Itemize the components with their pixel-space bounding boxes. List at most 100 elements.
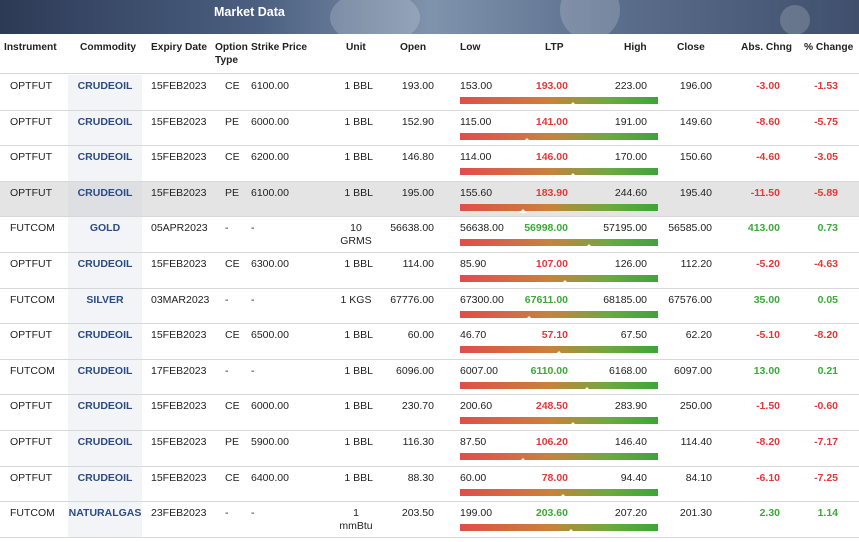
ltp-marker-icon [568,102,577,106]
cell-abs-change: 13.00 [753,364,780,377]
header-pct-change[interactable]: % Change [804,42,854,53]
cell-pct-change: -3.05 [814,151,838,164]
table-row[interactable]: OPTFUT CRUDEOIL 15FEB2023 CE 6200.00 1 BBL 146… [0,146,859,182]
cell-low: 153.00 [460,80,493,92]
header-expiry-date[interactable]: Expiry Date [151,42,208,53]
cell-ltp: 78.00 [541,471,568,484]
cell-option-type: - [225,507,229,520]
header-strike-price[interactable]: Strike Price [251,42,308,53]
header-low[interactable]: Low [460,42,481,53]
commodity-cell-bg [68,324,142,359]
cell-pct-change: 0.05 [817,293,838,306]
cell-close: 84.10 [685,471,712,484]
table-row[interactable]: FUTCOM GOLD 05APR2023 - - 10 GRMS 56638.00 5663… [0,217,859,253]
cell-low: 114.00 [460,151,492,164]
cell-ltp: 106.20 [535,435,568,448]
cell-abs-change: -4.60 [756,151,780,164]
table-row[interactable]: OPTFUT CRUDEOIL 15FEB2023 CE 6000.00 1 BBL 230… [0,395,859,431]
cell-close: 56585.00 [668,222,712,235]
cell-close: 196.00 [679,80,712,92]
cell-low: 6007.00 [460,364,498,377]
table-row[interactable]: FUTCOM CRUDEOIL 17FEB2023 - - 1 BBL 6096.00 600… [0,359,859,396]
commodity-cell-bg [68,288,142,324]
cell-unit: 10 GRMS [340,222,372,248]
cell-low: 60.00 [460,471,487,484]
header-open[interactable]: Open [400,42,427,53]
cell-ltp: 67611.00 [524,293,568,306]
cell-unit: 1 BBL [344,257,373,270]
cell-commodity[interactable]: GOLD [89,222,121,235]
cell-abs-change: -5.20 [756,257,780,270]
cell-high: 170.00 [614,151,647,164]
cell-strike-price: 6300.00 [251,257,289,270]
cell-commodity[interactable]: CRUDEOIL [77,435,133,448]
ltp-marker-icon [560,279,569,284]
cell-open: 60.00 [407,329,434,342]
banner-glow [560,0,620,34]
cell-commodity[interactable]: NATURALGAS [68,507,142,520]
cell-commodity[interactable]: CRUDEOIL [77,364,133,377]
cell-commodity[interactable]: CRUDEOIL [77,80,133,92]
cell-option-type: - [225,222,229,235]
cell-instrument: FUTCOM [10,507,55,520]
cell-instrument: OPTFUT [10,471,52,484]
price-range-bar [460,488,658,498]
header-unit[interactable]: Unit [346,42,366,53]
cell-expiry: 23FEB2023 [151,507,207,520]
cell-unit: 1 BBL [344,329,373,342]
cell-low: 56638.00 [460,222,504,235]
cell-commodity[interactable]: SILVER [86,293,124,306]
cell-commodity[interactable]: CRUDEOIL [77,329,133,342]
price-range-bar [460,346,658,356]
header-abs-change[interactable]: Abs. Chng [741,42,792,53]
cell-strike-price: 5900.00 [251,435,289,448]
header-option-type[interactable]: Option Type [215,42,248,66]
commodity-cell-bg [68,395,142,430]
table-row[interactable]: OPTFUT CRUDEOIL 15FEB2023 CE 6100.00 1 BBL 193… [0,75,859,111]
cell-commodity[interactable]: CRUDEOIL [77,186,133,199]
cell-commodity[interactable]: CRUDEOIL [77,115,133,128]
commodity-cell-bg [68,110,142,146]
header-commodity[interactable]: Commodity [80,42,137,53]
cell-commodity[interactable]: CRUDEOIL [77,151,133,164]
price-range-bar [460,203,658,213]
ltp-marker-icon [568,422,577,427]
cell-strike-price: 6000.00 [251,400,289,413]
cell-ltp: 146.00 [535,151,568,164]
header-high[interactable]: High [624,42,647,53]
table-row[interactable]: OPTFUT CRUDEOIL 15FEB2023 PE 6100.00 1 BBL 195… [0,181,859,218]
table-row[interactable]: FUTCOM SILVER 03MAR2023 - - 1 KGS 67776.00 6730… [0,288,859,325]
cell-low: 85.90 [460,257,487,270]
cell-option-type: CE [225,257,240,270]
table-row[interactable]: OPTFUT CRUDEOIL 15FEB2023 CE 6400.00 1 BBL 88.… [0,466,859,503]
cell-ltp: 248.50 [535,400,568,413]
cell-low: 200.60 [460,400,493,413]
cell-strike-price: - [251,293,255,306]
cell-unit: 1 BBL [344,400,373,413]
ltp-marker-icon [582,386,591,391]
cell-instrument: OPTFUT [10,115,52,128]
cell-ltp: 56998.00 [524,222,568,235]
cell-strike-price: 6000.00 [251,115,289,128]
ltp-marker-icon [519,208,528,213]
cell-commodity[interactable]: CRUDEOIL [77,257,133,270]
cell-unit: 1 BBL [344,151,373,164]
cell-pct-change: 1.14 [817,507,838,520]
cell-commodity[interactable]: CRUDEOIL [77,471,133,484]
header-ltp[interactable]: LTP [545,42,564,53]
cell-low: 199.00 [460,507,493,520]
header-instrument[interactable]: Instrument [4,42,57,53]
table-row[interactable]: OPTFUT CRUDEOIL 15FEB2023 CE 6500.00 1 BBL 60.… [0,324,859,360]
cell-expiry: 15FEB2023 [151,151,207,164]
table-row[interactable]: OPTFUT CRUDEOIL 15FEB2023 PE 5900.00 1 BBL 116… [0,430,859,467]
cell-high: 57195.00 [603,222,647,235]
cell-commodity[interactable]: CRUDEOIL [77,400,133,413]
table-row[interactable]: OPTFUT CRUDEOIL 15FEB2023 PE 6000.00 1 BBL 152… [0,110,859,147]
cell-instrument: OPTFUT [10,80,52,92]
cell-unit: 1 mmBtu [339,507,373,533]
table-row[interactable]: FUTCOM NATURALGAS 23FEB2023 - - 1 mmBtu 203.50… [0,502,859,538]
header-close[interactable]: Close [677,42,705,53]
table-row[interactable]: OPTFUT CRUDEOIL 15FEB2023 CE 6300.00 1 BBL 114… [0,252,859,289]
cell-close: 114.40 [680,435,712,448]
cell-close: 67576.00 [668,293,712,306]
